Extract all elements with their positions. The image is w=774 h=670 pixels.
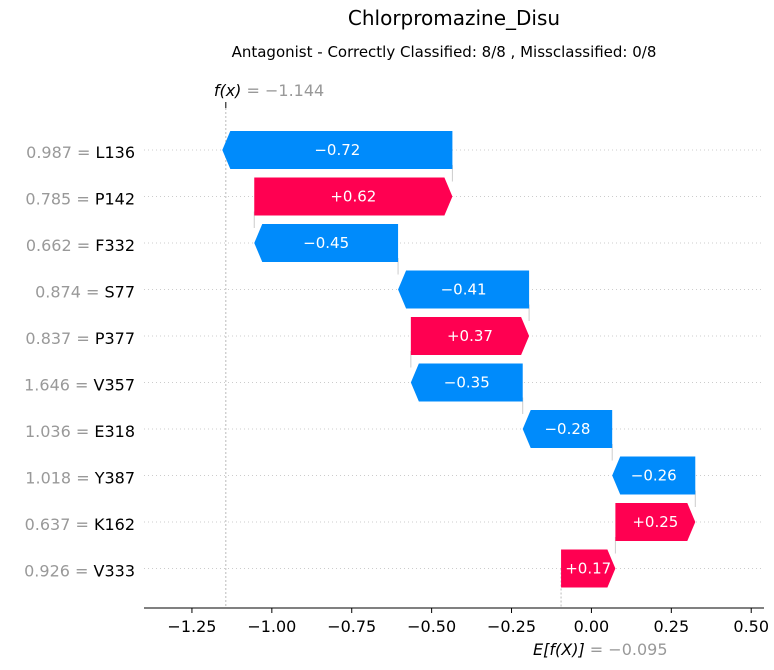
feature-label-f332: 0.662 = F332 <box>26 236 135 255</box>
x-tick-label: 0.50 <box>733 617 769 636</box>
feature-value: 1.036 = <box>25 422 94 441</box>
chart-title: Chlorpromazine_Disu <box>348 6 560 30</box>
feature-label-y387: 1.018 = Y387 <box>25 469 135 488</box>
bar-value-label: +0.25 <box>632 513 678 531</box>
feature-label-s77: 0.874 = S77 <box>35 283 135 302</box>
feature-name: S77 <box>104 283 135 302</box>
chart-subtitle: Antagonist - Correctly Classified: 8/8 ,… <box>232 43 657 61</box>
feature-value: 0.874 = <box>35 283 104 302</box>
feature-label-p377: 0.837 = P377 <box>25 329 135 348</box>
bar-f332 <box>254 224 399 262</box>
feature-value: 1.646 = <box>24 376 93 395</box>
feature-name: E318 <box>94 422 135 441</box>
efx-symbol: E[f(X)] <box>533 640 585 659</box>
fx-label: f(x) = −1.144 <box>214 81 324 100</box>
feature-value: 0.662 = <box>26 236 95 255</box>
feature-label-e318: 1.036 = E318 <box>25 422 135 441</box>
feature-label-l136: 0.987 = L136 <box>26 143 135 162</box>
bar-p142 <box>254 177 453 216</box>
bar-value-label: −0.45 <box>303 234 349 252</box>
feature-value: 0.637 = <box>25 515 94 534</box>
bar-e318 <box>522 410 613 448</box>
bar-value-label: +0.37 <box>447 327 493 345</box>
bars-layer: −0.72 +0.62 −0.45 −0.41 +0.37 −0.35 −0.28 −0.26… <box>222 131 696 588</box>
bar-value-label: −0.72 <box>314 141 360 159</box>
feature-name: V333 <box>94 562 135 581</box>
bar-v357 <box>410 363 523 402</box>
feature-name: F332 <box>95 236 135 255</box>
feature-name: V357 <box>94 376 135 395</box>
fx-symbol: f(x) <box>214 81 242 100</box>
x-tick-label: −1.00 <box>247 617 296 636</box>
x-tick-label: 0.00 <box>574 617 610 636</box>
bar-y387 <box>612 456 696 495</box>
bar-value-label: −0.41 <box>441 281 487 299</box>
bar-s77 <box>398 270 530 309</box>
feature-value: 0.785 = <box>25 190 94 209</box>
feature-value: 0.926 = <box>24 562 93 581</box>
feature-value: 1.018 = <box>25 469 94 488</box>
labels-layer: 0.987 = L136 0.785 = P142 0.662 = F332 0.87… <box>24 81 324 581</box>
x-tick-label: −1.25 <box>167 617 216 636</box>
feature-label-v357: 1.646 = V357 <box>24 376 135 395</box>
bar-value-label: −0.26 <box>631 467 677 485</box>
feature-value: 0.987 = <box>26 143 95 162</box>
feature-value: 0.837 = <box>25 329 94 348</box>
feature-name: Y387 <box>94 469 135 488</box>
feature-name: K162 <box>94 515 135 534</box>
bar-value-label: +0.17 <box>565 560 611 578</box>
x-tick-label: −0.25 <box>487 617 536 636</box>
bar-k162 <box>615 503 696 541</box>
bar-value-label: −0.35 <box>444 374 490 392</box>
bar-p377 <box>410 317 530 355</box>
x-tick-label: −0.50 <box>407 617 456 636</box>
bar-value-label: −0.28 <box>544 420 590 438</box>
x-tick-label: −0.75 <box>327 617 376 636</box>
efx-label: E[f(X)] = −0.095 <box>533 640 667 659</box>
bar-l136 <box>222 131 453 169</box>
efx-value: = −0.095 <box>585 640 668 659</box>
feature-name: P377 <box>95 329 135 348</box>
feature-name: P142 <box>95 190 135 209</box>
feature-label-p142: 0.785 = P142 <box>25 190 135 209</box>
x-axis: −1.25 −1.00 −0.75 −0.50 −0.25 0.00 0.25 0.50 E[f… <box>144 607 769 659</box>
feature-label-k162: 0.637 = K162 <box>25 515 135 534</box>
fx-value: = −1.144 <box>241 81 324 100</box>
feature-label-v333: 0.926 = V333 <box>24 562 135 581</box>
x-tick-label: 0.25 <box>654 617 690 636</box>
bar-value-label: +0.62 <box>330 188 376 206</box>
bar-v333 <box>561 549 616 588</box>
feature-name: L136 <box>96 143 135 162</box>
